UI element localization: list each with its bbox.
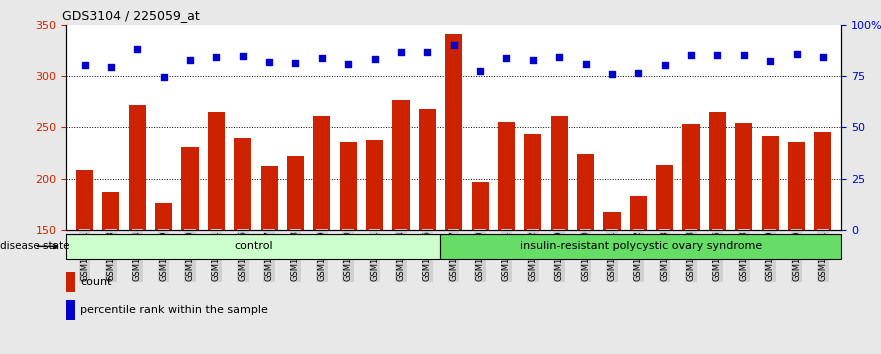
Point bbox=[710, 52, 724, 57]
Text: count: count bbox=[80, 277, 112, 287]
Point bbox=[500, 55, 514, 61]
Text: GSM156951: GSM156951 bbox=[818, 230, 827, 281]
Bar bbox=[102, 192, 120, 354]
Text: GSM156186: GSM156186 bbox=[423, 230, 432, 281]
Bar bbox=[340, 142, 357, 354]
Bar bbox=[66, 300, 75, 320]
Text: GSM155631: GSM155631 bbox=[80, 230, 89, 281]
Bar bbox=[129, 105, 146, 354]
Bar bbox=[630, 196, 647, 354]
Text: GSM156180: GSM156180 bbox=[344, 230, 352, 281]
Point bbox=[789, 51, 803, 56]
Bar bbox=[208, 112, 225, 354]
Bar bbox=[181, 147, 198, 354]
Text: GSM156949: GSM156949 bbox=[766, 230, 774, 281]
Text: GSM156177: GSM156177 bbox=[264, 230, 274, 281]
Bar bbox=[66, 272, 75, 292]
Bar bbox=[656, 165, 673, 354]
Bar bbox=[261, 166, 278, 354]
Point bbox=[183, 57, 197, 63]
Bar bbox=[551, 116, 567, 354]
Text: control: control bbox=[233, 241, 272, 251]
Point bbox=[394, 50, 408, 55]
Point bbox=[473, 68, 487, 74]
Bar bbox=[440, 234, 841, 259]
Point bbox=[157, 74, 171, 80]
Text: GSM156750: GSM156750 bbox=[581, 230, 590, 281]
Bar bbox=[524, 133, 542, 354]
Text: GSM156171: GSM156171 bbox=[212, 230, 221, 281]
Text: GSM156510: GSM156510 bbox=[476, 230, 485, 281]
Point bbox=[605, 71, 619, 77]
Bar bbox=[155, 204, 172, 354]
Bar bbox=[366, 140, 383, 354]
Point bbox=[210, 54, 224, 59]
Bar bbox=[498, 122, 515, 354]
Bar bbox=[736, 123, 752, 354]
Text: GSM156176: GSM156176 bbox=[238, 230, 248, 281]
Point bbox=[684, 52, 698, 57]
Text: GSM156751: GSM156751 bbox=[607, 230, 617, 281]
Text: GSM156178: GSM156178 bbox=[291, 230, 300, 281]
Bar bbox=[234, 138, 251, 354]
Point bbox=[420, 50, 434, 55]
Bar bbox=[577, 154, 594, 354]
Text: GSM156749: GSM156749 bbox=[555, 230, 564, 281]
Bar bbox=[709, 112, 726, 354]
Bar bbox=[814, 132, 832, 354]
Point bbox=[579, 61, 593, 67]
Text: GSM156170: GSM156170 bbox=[186, 230, 195, 281]
Text: GSM156752: GSM156752 bbox=[633, 230, 643, 281]
Text: GSM156181: GSM156181 bbox=[370, 230, 379, 281]
Point bbox=[104, 64, 118, 70]
Text: GSM155644: GSM155644 bbox=[133, 230, 142, 281]
Bar bbox=[761, 136, 779, 354]
Point bbox=[657, 62, 671, 68]
Point bbox=[236, 53, 250, 58]
Bar bbox=[683, 124, 700, 354]
Text: GSM156753: GSM156753 bbox=[660, 230, 670, 281]
Text: GSM156950: GSM156950 bbox=[792, 230, 801, 281]
Text: GSM156187: GSM156187 bbox=[449, 230, 458, 281]
Point bbox=[526, 57, 540, 63]
Bar bbox=[287, 156, 304, 354]
Text: GSM156184: GSM156184 bbox=[396, 230, 405, 281]
Point bbox=[367, 56, 381, 62]
Point bbox=[763, 58, 777, 63]
Bar bbox=[76, 170, 93, 354]
Text: GSM155729: GSM155729 bbox=[159, 230, 168, 281]
Point bbox=[78, 62, 92, 68]
Text: GSM156946: GSM156946 bbox=[713, 230, 722, 281]
Point bbox=[315, 55, 329, 61]
Text: disease state: disease state bbox=[0, 241, 70, 251]
Text: GSM156511: GSM156511 bbox=[502, 230, 511, 281]
Point bbox=[130, 47, 144, 52]
Text: GDS3104 / 225059_at: GDS3104 / 225059_at bbox=[63, 8, 200, 22]
Point bbox=[552, 54, 566, 59]
Text: insulin-resistant polycystic ovary syndrome: insulin-resistant polycystic ovary syndr… bbox=[520, 241, 762, 251]
Text: GSM156763: GSM156763 bbox=[686, 230, 695, 281]
Bar bbox=[314, 116, 330, 354]
Text: GSM155643: GSM155643 bbox=[107, 230, 115, 281]
Point bbox=[816, 54, 830, 59]
Bar bbox=[445, 34, 463, 354]
Point bbox=[447, 42, 461, 48]
Bar bbox=[66, 234, 440, 259]
Bar bbox=[392, 100, 410, 354]
Point bbox=[737, 52, 751, 57]
Text: percentile rank within the sample: percentile rank within the sample bbox=[80, 306, 268, 315]
Bar bbox=[788, 142, 805, 354]
Bar bbox=[418, 109, 436, 354]
Bar bbox=[603, 212, 620, 354]
Text: GSM156948: GSM156948 bbox=[739, 230, 748, 281]
Text: GSM156512: GSM156512 bbox=[529, 230, 537, 281]
Text: GSM156179: GSM156179 bbox=[317, 230, 326, 281]
Point bbox=[288, 60, 302, 65]
Point bbox=[262, 59, 276, 64]
Point bbox=[341, 61, 355, 67]
Point bbox=[632, 70, 646, 76]
Bar bbox=[471, 182, 489, 354]
